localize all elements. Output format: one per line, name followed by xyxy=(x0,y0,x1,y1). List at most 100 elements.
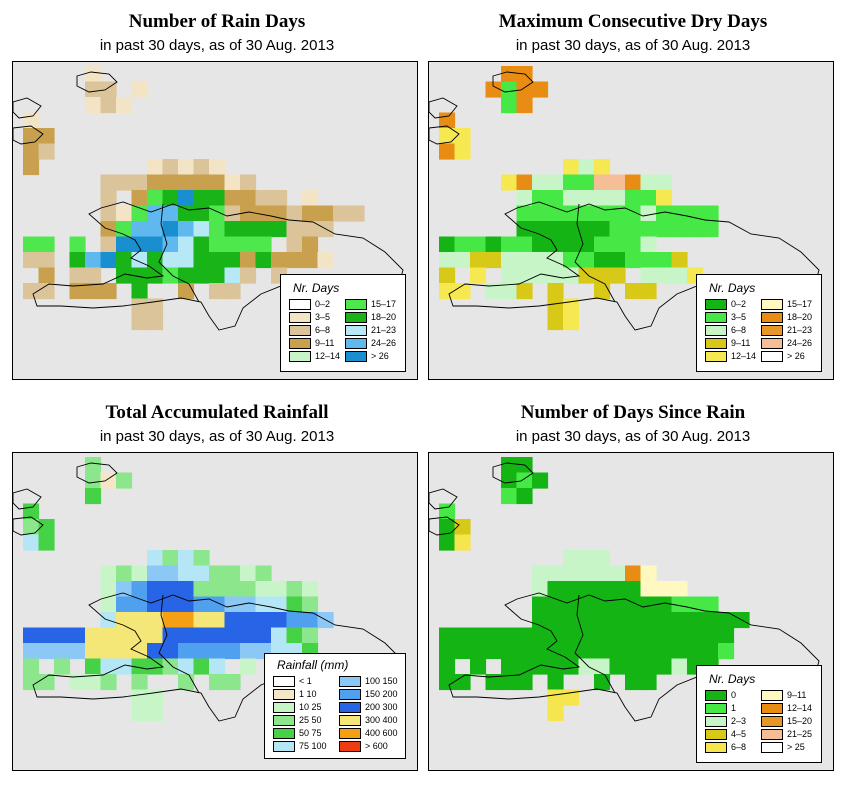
grid-cell xyxy=(147,159,164,176)
legend-swatch xyxy=(705,742,727,753)
grid-cell xyxy=(687,596,704,613)
grid-cell xyxy=(209,205,226,222)
legend-swatch xyxy=(761,325,783,336)
grid-cell xyxy=(609,174,626,191)
grid-cell xyxy=(69,643,86,660)
grid-cell xyxy=(162,612,179,629)
grid-cell xyxy=(255,581,272,598)
grid-cell xyxy=(563,190,580,207)
grid-cell xyxy=(131,221,148,238)
legend-label: 12–14 xyxy=(787,703,813,713)
island-outline xyxy=(76,71,118,93)
legend-dry-days: Nr. Days 0–2 3–5 6–8 9–11 12–14 15–17 18–20 21–… xyxy=(696,274,822,372)
legend-label: 9–11 xyxy=(787,690,807,700)
panel-subtitle: in past 30 days, as of 30 Aug. 2013 xyxy=(515,428,751,445)
grid-cell xyxy=(547,565,564,582)
grid-cell xyxy=(69,283,86,300)
grid-cell xyxy=(224,627,241,644)
grid-cell xyxy=(286,612,303,629)
legend-swatch xyxy=(705,299,727,310)
grid-cell xyxy=(23,658,40,675)
grid-cell xyxy=(85,627,102,644)
legend-label: 12–14 xyxy=(315,351,341,361)
grid-cell xyxy=(224,190,241,207)
grid-cell xyxy=(609,221,626,238)
legend-swatch xyxy=(339,715,361,726)
grid-cell xyxy=(485,627,502,644)
grid-cell xyxy=(193,236,210,253)
grid-cell xyxy=(656,190,673,207)
legend-swatch xyxy=(339,676,361,687)
grid-cell xyxy=(625,283,642,300)
grid-cell xyxy=(162,627,179,644)
grid-cell xyxy=(147,612,164,629)
grid-cell xyxy=(131,658,148,675)
legend-swatch xyxy=(761,703,783,714)
grid-cell xyxy=(224,643,241,660)
legend-rainfall: Rainfall (mm) < 1 1 10 10 25 25 50 50 75 75 1… xyxy=(264,653,406,759)
legend-label: 3–5 xyxy=(315,312,331,322)
grid-cell xyxy=(640,221,657,238)
grid-cell xyxy=(671,643,688,660)
grid-cell xyxy=(702,596,719,613)
grid-cell xyxy=(271,205,288,222)
grid-cell xyxy=(702,205,719,222)
grid-cell xyxy=(286,596,303,613)
grid-cell xyxy=(38,674,55,691)
grid-cell xyxy=(100,283,117,300)
grid-cell xyxy=(516,283,533,300)
grid-cell xyxy=(609,565,626,582)
legend-label: 0–2 xyxy=(731,299,747,309)
grid-cell xyxy=(501,81,518,98)
grid-cell xyxy=(209,267,226,284)
grid-cell xyxy=(501,66,518,83)
grid-cell xyxy=(516,674,533,691)
grid-cell xyxy=(625,565,642,582)
grid-cell xyxy=(162,236,179,253)
grid-cell xyxy=(439,643,456,660)
grid-cell xyxy=(625,627,642,644)
grid-cell xyxy=(178,658,195,675)
grid-cell xyxy=(656,221,673,238)
grid-cell xyxy=(656,205,673,222)
panel-subtitle: in past 30 days, as of 30 Aug. 2013 xyxy=(99,37,335,54)
grid-cell xyxy=(625,174,642,191)
grid-cell xyxy=(656,627,673,644)
grid-cell xyxy=(85,488,102,505)
grid-cell xyxy=(100,472,117,489)
grid-cell xyxy=(532,252,549,269)
grid-cell xyxy=(532,627,549,644)
grid-cell xyxy=(501,267,518,284)
grid-cell xyxy=(100,81,117,98)
grid-cell xyxy=(625,674,642,691)
grid-cell xyxy=(640,283,657,300)
coastline xyxy=(32,201,404,331)
grid-cell xyxy=(317,205,334,222)
grid-cell xyxy=(485,236,502,253)
grid-cell xyxy=(578,565,595,582)
grid-cell xyxy=(224,612,241,629)
grid-cell xyxy=(193,267,210,284)
grid-cell xyxy=(147,705,164,722)
grid-cell xyxy=(439,674,456,691)
legend-swatch xyxy=(339,741,361,752)
legend-swatch xyxy=(761,716,783,727)
grid-cell xyxy=(516,205,533,222)
island-outline xyxy=(429,488,458,510)
grid-cell xyxy=(532,643,549,660)
grid-cell xyxy=(516,472,533,489)
grid-cell xyxy=(594,221,611,238)
grid-cell xyxy=(162,658,179,675)
grid-cell xyxy=(38,643,55,660)
legend-label: > 600 xyxy=(365,741,388,751)
grid-cell xyxy=(594,658,611,675)
legend-label: 50 75 xyxy=(299,728,322,738)
grid-cell xyxy=(38,283,55,300)
island-outline xyxy=(76,462,118,484)
legend-label: 15–17 xyxy=(371,299,397,309)
grid-cell xyxy=(702,612,719,629)
grid-cell xyxy=(131,612,148,629)
grid-cell xyxy=(640,674,657,691)
grid-cell xyxy=(147,658,164,675)
legend-label: 6–8 xyxy=(315,325,331,335)
